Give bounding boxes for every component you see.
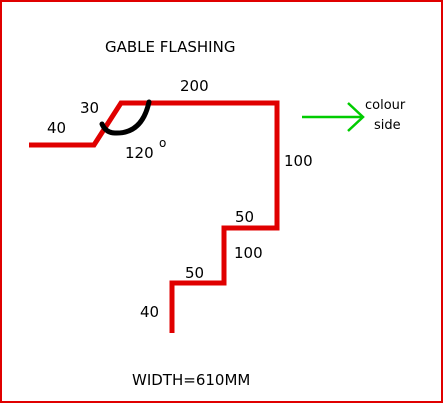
colour-side-label-line1: colour <box>365 98 406 113</box>
dimension-40-left: 40 <box>47 119 66 137</box>
angle-degree-symbol: o <box>159 136 166 150</box>
dimension-100-mid: 100 <box>234 244 263 262</box>
width-label: WIDTH=610MM <box>132 371 250 389</box>
angle-value: 120 <box>125 144 154 162</box>
dimension-50-upper: 50 <box>235 208 254 226</box>
dimension-40-bottom: 40 <box>140 303 159 321</box>
diagram-title: GABLE FLASHING <box>105 38 235 56</box>
colour-side-label-line2: side <box>374 118 401 133</box>
dimension-50-lower: 50 <box>185 264 204 282</box>
angle-arc <box>99 99 152 136</box>
dimension-100-right: 100 <box>284 152 313 170</box>
dimension-200: 200 <box>180 77 209 95</box>
dimension-30: 30 <box>80 99 99 117</box>
flashing-profile <box>29 100 280 333</box>
right-arrow-icon <box>302 102 365 132</box>
